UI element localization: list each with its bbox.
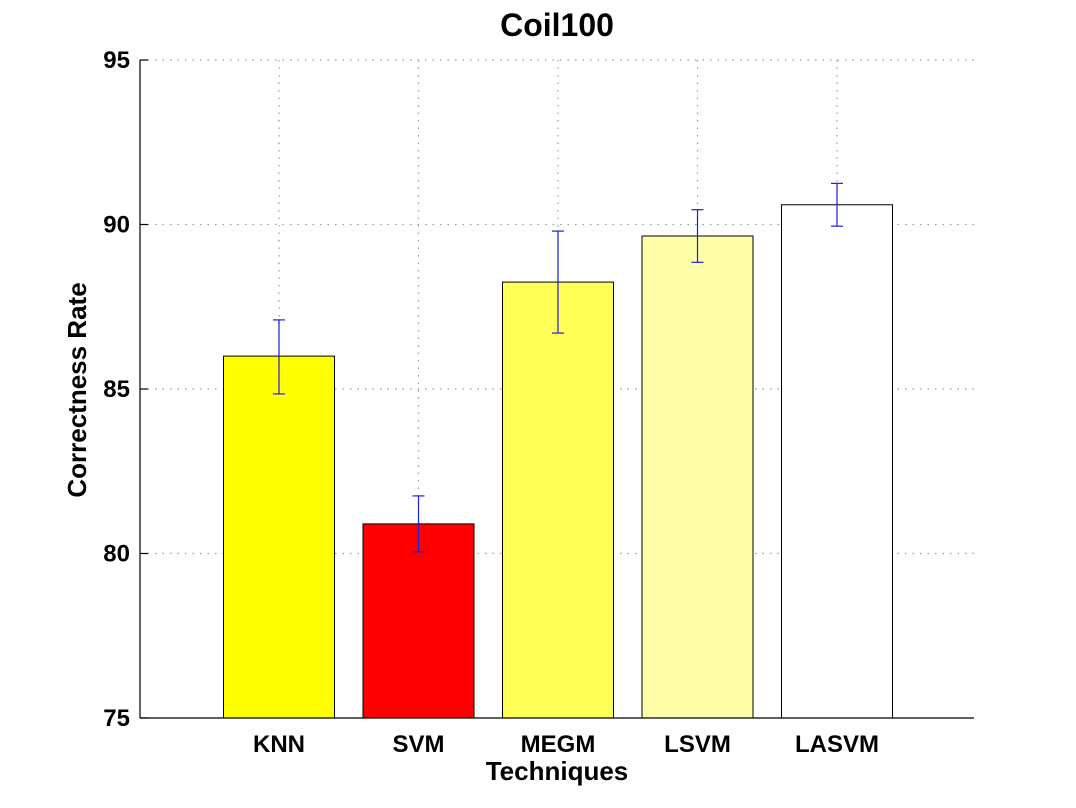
axes <box>139 59 974 719</box>
error-bar-lsvm <box>691 209 704 263</box>
y-tick-label-75: 75 <box>103 705 130 732</box>
error-bar-lasvm <box>831 182 843 227</box>
x-tick-label-knn: KNN <box>253 731 305 758</box>
tick-labels: 75 80 85 90 95 KNN SVM MEGM LSVM LASVM <box>103 47 879 758</box>
error-bars <box>273 182 843 553</box>
bar-lsvm <box>641 235 754 719</box>
bar-svm <box>362 523 475 719</box>
y-tick-label-85: 85 <box>103 376 130 403</box>
error-bar-megm <box>552 230 564 334</box>
bar-megm <box>502 281 614 719</box>
error-bar-knn <box>273 319 285 395</box>
bar-knn <box>223 355 335 719</box>
bar-lasvm <box>781 204 893 719</box>
y-axis-label: Correctness Rate <box>62 282 92 497</box>
y-tick-label-95: 95 <box>103 47 130 74</box>
x-tick-label-lsvm: LSVM <box>664 731 731 758</box>
y-tick-label-80: 80 <box>103 541 130 568</box>
x-tick-label-megm: MEGM <box>521 731 596 758</box>
x-axis-label: Techniques <box>486 756 629 786</box>
x-tick-label-lasvm: LASVM <box>795 731 879 758</box>
chart-title: Coil100 <box>500 7 614 43</box>
x-tick-label-svm: SVM <box>392 731 444 758</box>
y-tick-label-90: 90 <box>103 212 130 239</box>
error-bar-svm <box>412 495 425 553</box>
